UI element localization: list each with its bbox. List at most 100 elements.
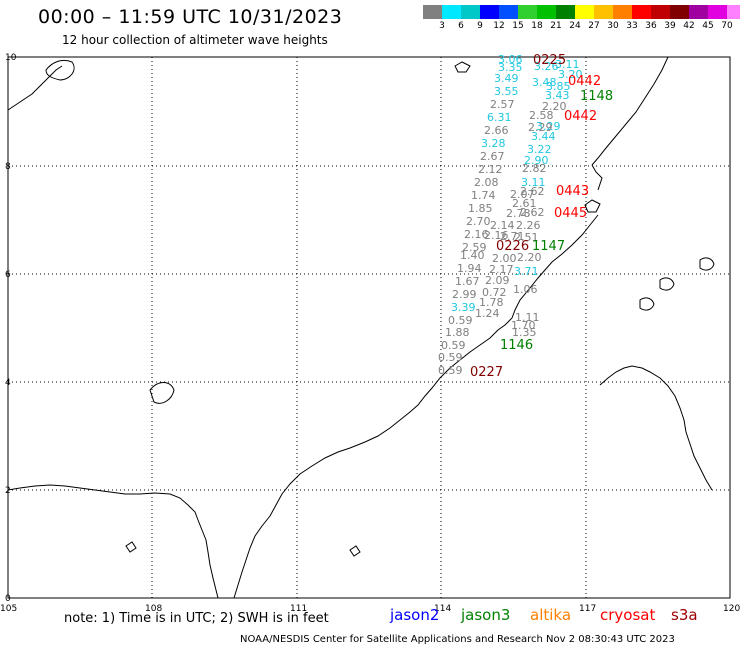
- scale-swatch: [594, 5, 613, 19]
- scale-swatch: [556, 5, 575, 19]
- pass-time: 0442: [564, 109, 597, 124]
- swh-value: 3.06: [498, 53, 523, 66]
- swh-value: 2.62: [520, 206, 545, 219]
- swh-value: 2.51: [514, 231, 539, 244]
- lat-label: 2: [5, 486, 11, 496]
- pass-time: 1148: [580, 89, 613, 104]
- swh-value: 6.31: [487, 111, 512, 124]
- scale-swatch: [613, 5, 632, 19]
- swh-value: 2.12: [478, 163, 503, 176]
- swh-value: 3.39: [451, 301, 476, 314]
- lat-label: 10: [5, 53, 17, 63]
- scale-label: 30: [607, 21, 619, 31]
- swh-value: 2.71: [500, 230, 525, 243]
- swh-value: 3.43: [545, 89, 570, 102]
- scale-swatch: [575, 5, 594, 19]
- lon-label: 117: [579, 604, 596, 614]
- swh-value: 0.59: [448, 314, 473, 327]
- time-labels-red: 0442 0442 0443 0445: [554, 74, 601, 221]
- swh-value: 1.11: [515, 311, 540, 324]
- legend-jason2: jason2: [390, 606, 440, 624]
- coastlines: [7, 56, 715, 599]
- lat-label: 0: [5, 594, 11, 604]
- scale-label: 70: [721, 21, 733, 31]
- longitude-labels: 105 108 111 114 117 120: [0, 604, 740, 614]
- swh-value: 2.17: [489, 263, 514, 276]
- observations-cyan: 3.06 3.35 3.49 3.55 6.31 3.28 3.26 3.11 …: [451, 53, 583, 314]
- swh-value: 3.26: [534, 60, 559, 73]
- scale-label: 27: [588, 21, 600, 31]
- swh-value: 1.24: [475, 307, 500, 320]
- swh-value: 2.26: [516, 219, 541, 232]
- scale-swatch: [689, 5, 708, 19]
- swh-value: 2.61: [512, 197, 537, 210]
- observations-gray: 2.57 2.66 2.67 2.12 2.08 1.74 1.85 2.70 …: [438, 98, 567, 377]
- scale-swatch: [708, 5, 727, 19]
- swh-value: 3.28: [481, 137, 506, 150]
- swh-value: 2.66: [484, 124, 509, 137]
- swh-value: 2.82: [522, 162, 547, 175]
- scale-label: 12: [493, 21, 505, 31]
- swh-value: 3.49: [494, 72, 519, 85]
- swh-value: 2.29: [528, 121, 553, 134]
- scale-swatch: [632, 5, 651, 19]
- lon-label: 108: [145, 604, 162, 614]
- swh-value: 1.06: [513, 283, 538, 296]
- swh-value: 2.09: [485, 274, 510, 287]
- scale-label: 18: [531, 21, 543, 31]
- legend-s3a: s3a: [671, 606, 698, 624]
- pass-time: 1146: [500, 338, 533, 353]
- swh-value: 3.35: [498, 61, 523, 74]
- swh-value: 2.20: [517, 251, 542, 264]
- scale-label: 3: [439, 21, 445, 31]
- scale-label: 21: [550, 21, 562, 31]
- scale-swatch: [518, 5, 537, 19]
- scale-swatch: [442, 5, 461, 19]
- scale-swatch: [670, 5, 689, 19]
- swh-value: 3.22: [527, 143, 552, 156]
- swh-value: 2.16: [484, 229, 509, 242]
- map-frame: [7, 56, 731, 599]
- lat-label: 4: [5, 378, 11, 388]
- scale-swatch: [727, 5, 740, 19]
- swh-value: 3.29: [536, 120, 561, 133]
- swh-value: 2.00: [492, 252, 517, 265]
- swh-value: 3.11: [521, 176, 546, 189]
- swh-value: 3.48: [532, 76, 557, 89]
- scale-swatch: [651, 5, 670, 19]
- time-labels-green: 1148 1147 1146: [500, 89, 613, 353]
- swh-value: 2.07: [510, 188, 535, 201]
- map-note: note: 1) Time is in UTC; 2) SWH is in fe…: [64, 611, 329, 626]
- footer-credit: NOAA/NESDIS Center for Satellite Applica…: [240, 634, 675, 645]
- scale-label: 9: [477, 21, 483, 31]
- swh-value: 2.58: [529, 109, 554, 122]
- swh-value: 1.70: [511, 319, 536, 332]
- swh-value: 1.85: [468, 202, 493, 215]
- legend-altika: altika: [530, 606, 572, 624]
- map-title: 00:00 – 11:59 UTC 10/31/2023: [38, 6, 343, 28]
- latitude-labels: 10 8 6 4 2 0: [5, 53, 17, 604]
- lon-label: 111: [290, 604, 307, 614]
- scale-label: 15: [512, 21, 524, 31]
- swh-value: 1.35: [512, 326, 537, 339]
- swh-value: 2.16: [464, 228, 489, 241]
- swh-value: 2.99: [452, 288, 477, 301]
- swh-value: 1.88: [445, 326, 470, 339]
- swh-value: 3.71: [514, 265, 539, 278]
- swh-value: 0.59: [441, 339, 466, 352]
- swh-value: 3.85: [546, 80, 571, 93]
- swh-value: 3.44: [531, 130, 556, 143]
- scale-swatch: [423, 5, 442, 19]
- scale-label: 36: [645, 21, 657, 31]
- map-subtitle: 12 hour collection of altimeter wave hei…: [62, 33, 328, 47]
- swh-value: 2.59: [462, 241, 487, 254]
- swh-value: 0.72: [482, 286, 507, 299]
- lon-label: 120: [723, 604, 740, 614]
- pass-time: 0442: [568, 74, 601, 89]
- swh-value: 3.11: [555, 58, 580, 71]
- pass-time: 0443: [556, 184, 589, 199]
- swh-value: 2.78: [506, 207, 531, 220]
- swh-value: 2.57: [490, 98, 515, 111]
- scale-swatch: [480, 5, 499, 19]
